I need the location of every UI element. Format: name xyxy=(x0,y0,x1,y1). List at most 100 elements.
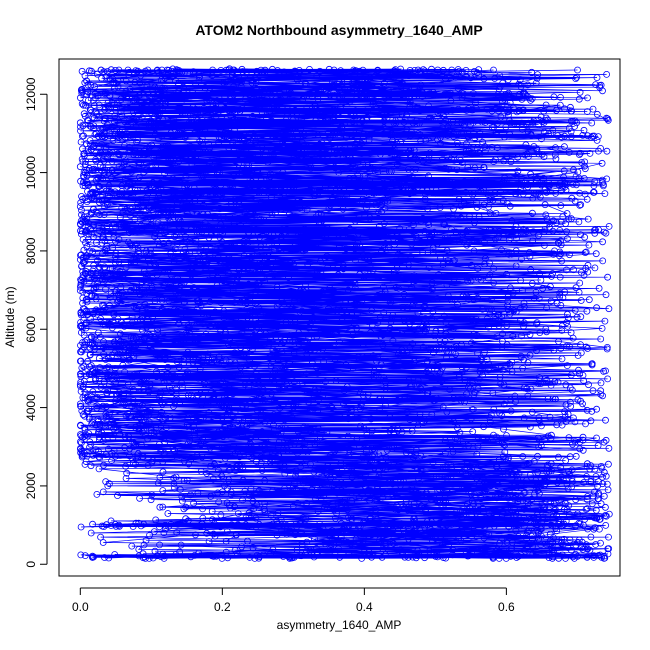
data-point xyxy=(443,354,450,362)
data-point xyxy=(376,313,384,321)
data-point xyxy=(566,343,573,351)
data-point xyxy=(145,418,153,425)
data-point xyxy=(164,510,172,517)
data-point xyxy=(603,147,611,155)
data-point xyxy=(577,341,584,349)
data-point xyxy=(553,299,561,307)
data-point xyxy=(102,451,110,459)
data-point xyxy=(489,196,497,204)
data-point xyxy=(536,193,544,201)
data-point xyxy=(154,326,161,334)
data-point xyxy=(160,282,168,289)
data-point xyxy=(153,367,160,375)
data-point xyxy=(387,167,395,175)
data-point xyxy=(379,331,387,339)
data-point xyxy=(286,360,294,368)
data-point xyxy=(440,220,448,228)
data-point xyxy=(602,472,610,480)
data-point xyxy=(233,279,240,287)
data-point xyxy=(428,314,436,322)
data-point xyxy=(186,334,194,341)
data-point xyxy=(306,547,314,555)
data-point xyxy=(102,144,110,152)
data-point xyxy=(471,134,479,142)
data-point xyxy=(97,533,104,541)
data-point xyxy=(379,283,387,291)
data-point xyxy=(293,486,301,494)
data-point xyxy=(588,119,596,127)
data-point xyxy=(594,482,601,490)
data-point xyxy=(603,71,610,78)
data-point xyxy=(202,248,210,256)
data-point xyxy=(558,355,566,363)
data-point xyxy=(597,539,604,547)
data-point xyxy=(256,267,263,275)
data-point xyxy=(537,113,545,121)
data-point xyxy=(205,234,213,242)
data-point xyxy=(208,516,216,523)
data-point xyxy=(591,465,599,473)
data-point xyxy=(154,219,162,226)
data-point xyxy=(351,113,359,121)
data-point xyxy=(327,451,335,459)
data-point xyxy=(370,445,377,452)
data-point xyxy=(248,454,256,462)
data-point xyxy=(120,221,127,229)
data-point xyxy=(413,522,421,530)
data-point xyxy=(398,330,406,338)
data-point xyxy=(155,241,163,249)
data-point xyxy=(582,248,590,256)
data-point xyxy=(577,313,585,321)
data-point xyxy=(495,85,503,93)
data-point xyxy=(585,241,593,249)
data-point xyxy=(358,555,366,562)
data-point xyxy=(340,400,347,408)
data-point xyxy=(399,502,407,510)
data-point xyxy=(221,394,228,402)
data-point xyxy=(412,488,420,496)
data-point xyxy=(556,289,564,297)
data-point xyxy=(533,74,541,82)
data-point xyxy=(365,257,373,264)
data-point xyxy=(100,437,107,445)
data-point xyxy=(201,219,209,226)
data-point xyxy=(389,337,397,345)
data-point xyxy=(80,173,88,181)
data-point xyxy=(314,397,322,405)
data-point xyxy=(236,463,244,470)
data-point xyxy=(114,83,122,91)
data-point xyxy=(243,305,251,313)
data-point xyxy=(325,148,333,156)
y-tick-label: 4000 xyxy=(24,394,38,421)
data-point xyxy=(510,307,518,315)
data-point xyxy=(518,255,525,263)
data-point xyxy=(520,414,528,422)
data-point xyxy=(245,453,253,460)
data-point xyxy=(418,93,426,100)
data-point xyxy=(91,141,99,149)
data-point xyxy=(509,332,517,340)
data-point xyxy=(543,376,551,384)
data-point xyxy=(325,205,333,213)
data-point xyxy=(222,78,230,86)
data-point xyxy=(570,166,577,174)
data-point xyxy=(532,79,540,87)
data-point xyxy=(234,160,242,168)
data-point xyxy=(278,527,286,535)
data-point xyxy=(80,278,88,285)
x-tick-label: 0.0 xyxy=(72,600,89,614)
data-point xyxy=(354,239,362,247)
data-point xyxy=(541,241,548,249)
data-point xyxy=(87,141,94,149)
data-point xyxy=(369,266,377,274)
data-point xyxy=(230,172,238,180)
data-point xyxy=(343,506,351,513)
data-point xyxy=(460,122,468,130)
data-point xyxy=(185,321,193,329)
data-point xyxy=(171,120,179,128)
data-point xyxy=(94,308,102,315)
data-point xyxy=(268,189,276,197)
data-point xyxy=(522,141,530,149)
data-point xyxy=(292,472,300,480)
data-point xyxy=(474,349,482,357)
